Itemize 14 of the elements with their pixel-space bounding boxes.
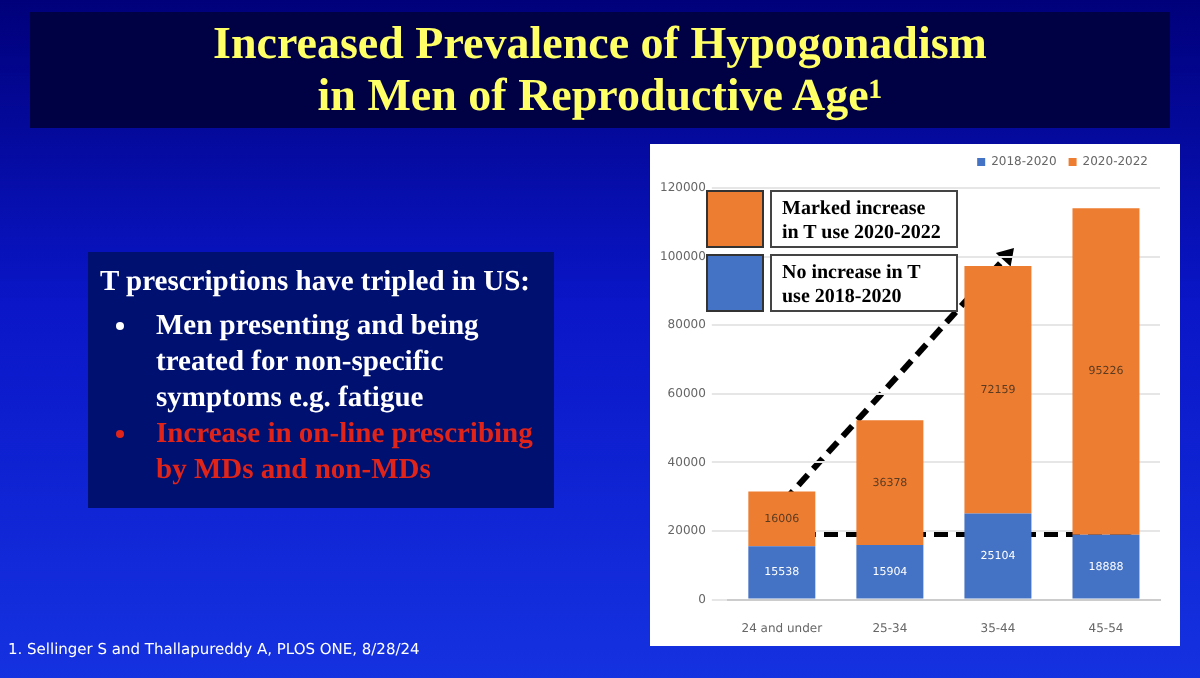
bar bbox=[856, 420, 924, 546]
bar bbox=[964, 513, 1032, 599]
annotation: Marked increase in T use 2020-2022 bbox=[770, 190, 958, 248]
bar bbox=[748, 491, 816, 547]
annotation: No increase in T use 2018-2020 bbox=[770, 254, 958, 312]
text: Increase in on-line prescribing by MDs and non-MDs bbox=[156, 416, 535, 488]
text: T prescriptions have tripled in US: bbox=[100, 264, 532, 300]
bar bbox=[1072, 208, 1140, 535]
bar bbox=[748, 546, 816, 599]
bar bbox=[964, 265, 1032, 514]
text: Men presenting and being treated for non-specific symptoms e.g. fatigue bbox=[156, 308, 481, 416]
bar bbox=[1072, 534, 1140, 599]
chart-title: Increased Prevalence of Hypogonadism in Men of Reproductive Age¹ bbox=[30, 12, 1170, 128]
bar bbox=[856, 545, 924, 599]
